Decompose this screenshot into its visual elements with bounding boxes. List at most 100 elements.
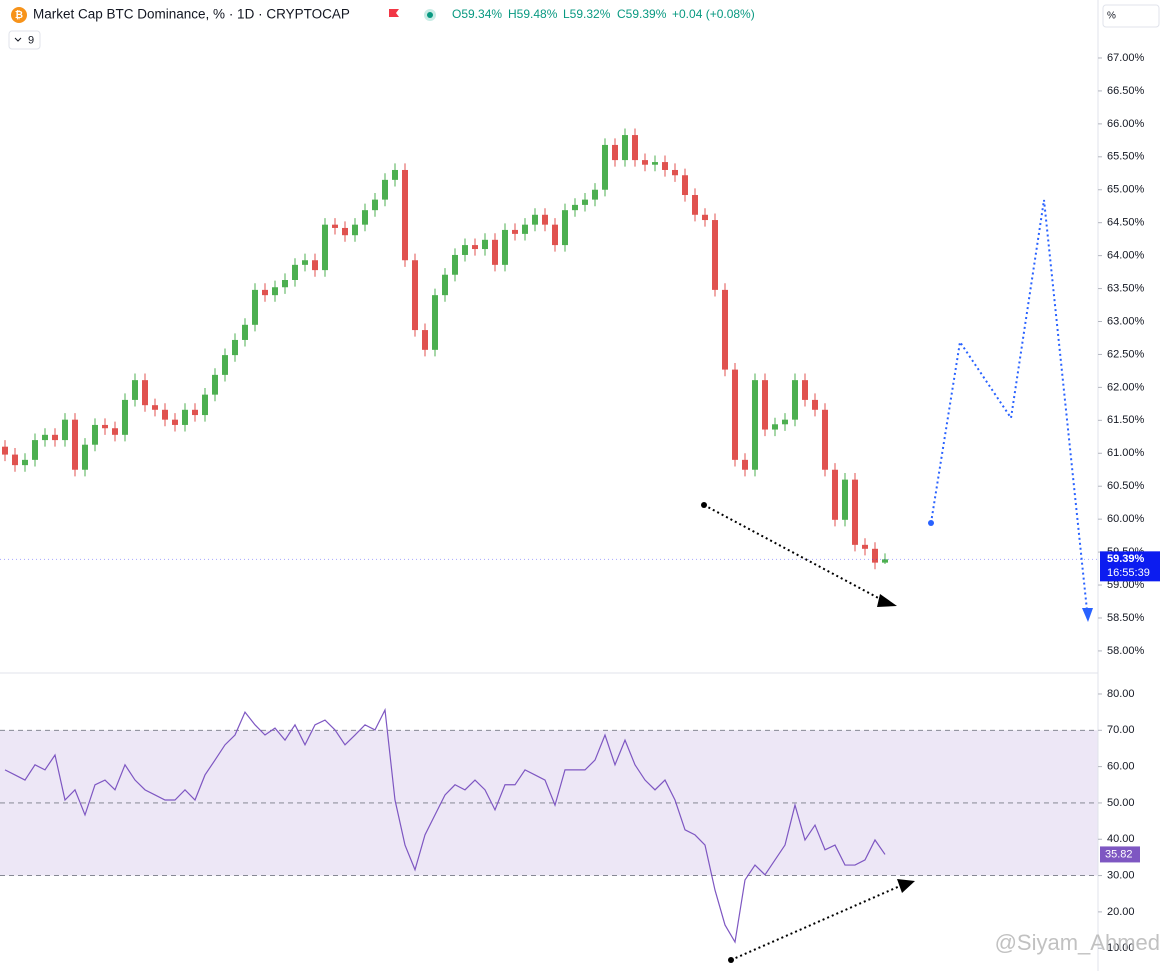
candle-body (422, 330, 428, 350)
candle-body (12, 454, 18, 466)
y-tick-label: 66.00% (1107, 118, 1145, 130)
candle-body (182, 409, 188, 425)
candle-body (122, 399, 128, 435)
candle-body (62, 419, 68, 441)
y-tick-label: 80.00 (1107, 688, 1135, 700)
candle-body (492, 239, 498, 265)
y-tick-label: 61.50% (1107, 414, 1145, 426)
rsi-line (4, 707, 886, 944)
candle-body (82, 444, 88, 470)
candle-body (242, 324, 248, 340)
candle-body (452, 254, 458, 275)
btc-icon-glyph: ₿ (15, 9, 23, 21)
candle-body (502, 229, 508, 265)
btc-icon (11, 7, 27, 23)
projection-drawing (930, 199, 1089, 621)
y-tick-label: 59.00% (1107, 579, 1145, 591)
flag-icon (389, 9, 399, 17)
y-tick-label: 30.00 (1107, 869, 1135, 881)
candle-body (872, 548, 878, 563)
candle-body (292, 264, 298, 280)
candle-body (692, 195, 698, 215)
candle-body (792, 380, 798, 420)
price-trend-arrowhead (877, 594, 897, 607)
scale-mode-label: % (1107, 11, 1116, 22)
axis-labels: 58.00%58.50%59.00%59.50%60.00%60.50%61.0… (0, 52, 1160, 954)
candle-body (472, 245, 478, 250)
candle-body (132, 380, 138, 400)
price-trend-start (701, 502, 707, 508)
candle-body (342, 227, 348, 236)
candle-body (232, 339, 238, 356)
projection-arrowhead (1082, 608, 1093, 622)
candle-body (802, 380, 808, 400)
price-trend-arrow (703, 504, 885, 602)
y-tick-label: 40.00 (1107, 833, 1135, 845)
candle-body (462, 245, 468, 255)
y-tick-label: 64.50% (1107, 217, 1145, 229)
candle-body (332, 224, 338, 228)
candle-body (362, 210, 368, 225)
candle-body (682, 175, 688, 196)
candle-body (272, 287, 278, 296)
candle-body (772, 424, 778, 430)
indicators-toggle[interactable] (8, 30, 41, 50)
candle-body (42, 434, 48, 441)
high-label: H59.48% (508, 7, 558, 21)
candle-body (352, 224, 358, 236)
watermark: @Siyam_Ahmed (995, 930, 1160, 955)
y-tick-label: 60.00 (1107, 761, 1135, 773)
candle-body (622, 135, 628, 161)
candle-body (562, 210, 568, 246)
candle-body (482, 239, 488, 250)
change-label: +0.04 (+0.08%) (672, 7, 755, 21)
candle-body (72, 419, 78, 470)
y-tick-label: 66.50% (1107, 85, 1145, 97)
open-label: O59.34% (452, 7, 502, 21)
candle-body (732, 369, 738, 460)
y-tick-label: 63.50% (1107, 282, 1145, 294)
candle-body (762, 380, 768, 430)
chart-title: Market Cap BTC Dominance, % · 1D · CRYPT… (33, 7, 350, 22)
candle-body (742, 459, 748, 470)
candle-body (252, 289, 258, 325)
y-tick-label: 64.00% (1107, 250, 1145, 262)
y-tick-label: 58.00% (1107, 645, 1145, 657)
candle-body (22, 459, 28, 466)
countdown-label: 16:55:39 (1107, 567, 1150, 579)
low-label: L59.32% (563, 7, 611, 21)
candle-body (882, 559, 888, 563)
candle-body (372, 199, 378, 211)
y-tick-label: 10.00 (1107, 942, 1135, 954)
y-tick-label: 65.50% (1107, 151, 1145, 163)
candle-body (542, 214, 548, 225)
candle-body (852, 479, 858, 545)
candle-body (142, 380, 148, 406)
candle-body (672, 169, 678, 176)
candle-body (2, 446, 8, 455)
candle-body (282, 280, 288, 288)
candle-body (722, 289, 728, 370)
candle-body (322, 224, 328, 271)
rsi-trend-arrow (730, 885, 901, 961)
y-tick-label: 63.00% (1107, 315, 1145, 327)
candle-body (612, 144, 618, 161)
candle-body (702, 214, 708, 221)
rsi-trend-arrowhead (897, 879, 915, 893)
y-tick-label: 60.00% (1107, 513, 1145, 525)
candle-body (782, 419, 788, 425)
chevron (14, 37, 22, 42)
candle-body (832, 469, 838, 520)
candle-body (302, 260, 308, 265)
candle-body (822, 409, 828, 470)
candle-body (652, 162, 658, 165)
candle-body (842, 479, 848, 520)
y-tick-label: 58.50% (1107, 612, 1145, 624)
candle-body (642, 160, 648, 165)
scale-mode-button[interactable] (1102, 4, 1160, 28)
rsi-background (0, 729, 1098, 876)
candle-body (152, 405, 158, 410)
candle-body (412, 260, 418, 331)
candle-body (212, 374, 218, 395)
